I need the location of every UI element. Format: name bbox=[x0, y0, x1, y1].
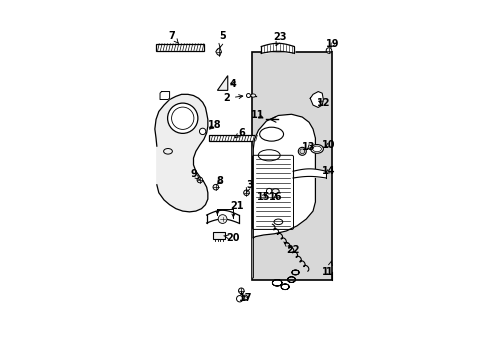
Circle shape bbox=[218, 215, 226, 224]
Circle shape bbox=[325, 48, 331, 53]
Circle shape bbox=[298, 147, 305, 155]
Text: 13: 13 bbox=[302, 142, 315, 152]
Polygon shape bbox=[160, 91, 169, 99]
Text: 18: 18 bbox=[207, 120, 221, 130]
Text: 5: 5 bbox=[219, 31, 225, 48]
Polygon shape bbox=[217, 76, 227, 90]
Circle shape bbox=[243, 190, 249, 195]
Circle shape bbox=[199, 128, 205, 135]
Polygon shape bbox=[253, 114, 315, 278]
Text: 1: 1 bbox=[322, 267, 328, 276]
Polygon shape bbox=[155, 94, 207, 212]
Circle shape bbox=[167, 103, 198, 134]
Text: 1: 1 bbox=[325, 261, 332, 276]
Circle shape bbox=[238, 288, 244, 293]
Text: 11: 11 bbox=[250, 111, 264, 121]
Text: 23: 23 bbox=[273, 32, 286, 46]
Text: 16: 16 bbox=[268, 192, 282, 202]
Polygon shape bbox=[215, 48, 221, 56]
Text: 21: 21 bbox=[229, 201, 243, 211]
Ellipse shape bbox=[271, 189, 279, 194]
Text: 9: 9 bbox=[190, 169, 199, 180]
Text: 12: 12 bbox=[316, 99, 329, 108]
Circle shape bbox=[246, 94, 250, 98]
Text: 10: 10 bbox=[322, 140, 335, 150]
Bar bbox=[209, 135, 258, 141]
Polygon shape bbox=[309, 91, 323, 108]
Ellipse shape bbox=[310, 144, 323, 153]
Text: 19: 19 bbox=[325, 39, 339, 49]
Text: 7: 7 bbox=[168, 31, 178, 43]
Bar bbox=[251, 53, 331, 280]
Text: 4: 4 bbox=[229, 78, 236, 89]
Text: 6: 6 bbox=[235, 128, 244, 138]
Text: 3: 3 bbox=[245, 180, 252, 193]
Text: 15: 15 bbox=[256, 192, 270, 202]
Text: 14: 14 bbox=[322, 166, 335, 176]
Text: 20: 20 bbox=[224, 233, 240, 243]
Bar bbox=[156, 44, 203, 50]
Circle shape bbox=[299, 149, 304, 154]
Text: 22: 22 bbox=[283, 242, 299, 255]
Text: 2: 2 bbox=[223, 93, 242, 103]
Text: 8: 8 bbox=[216, 176, 223, 186]
Ellipse shape bbox=[250, 94, 255, 97]
Circle shape bbox=[266, 188, 271, 194]
Circle shape bbox=[213, 184, 218, 190]
Text: 17: 17 bbox=[238, 293, 251, 302]
Circle shape bbox=[197, 177, 202, 183]
Bar bbox=[213, 232, 224, 239]
